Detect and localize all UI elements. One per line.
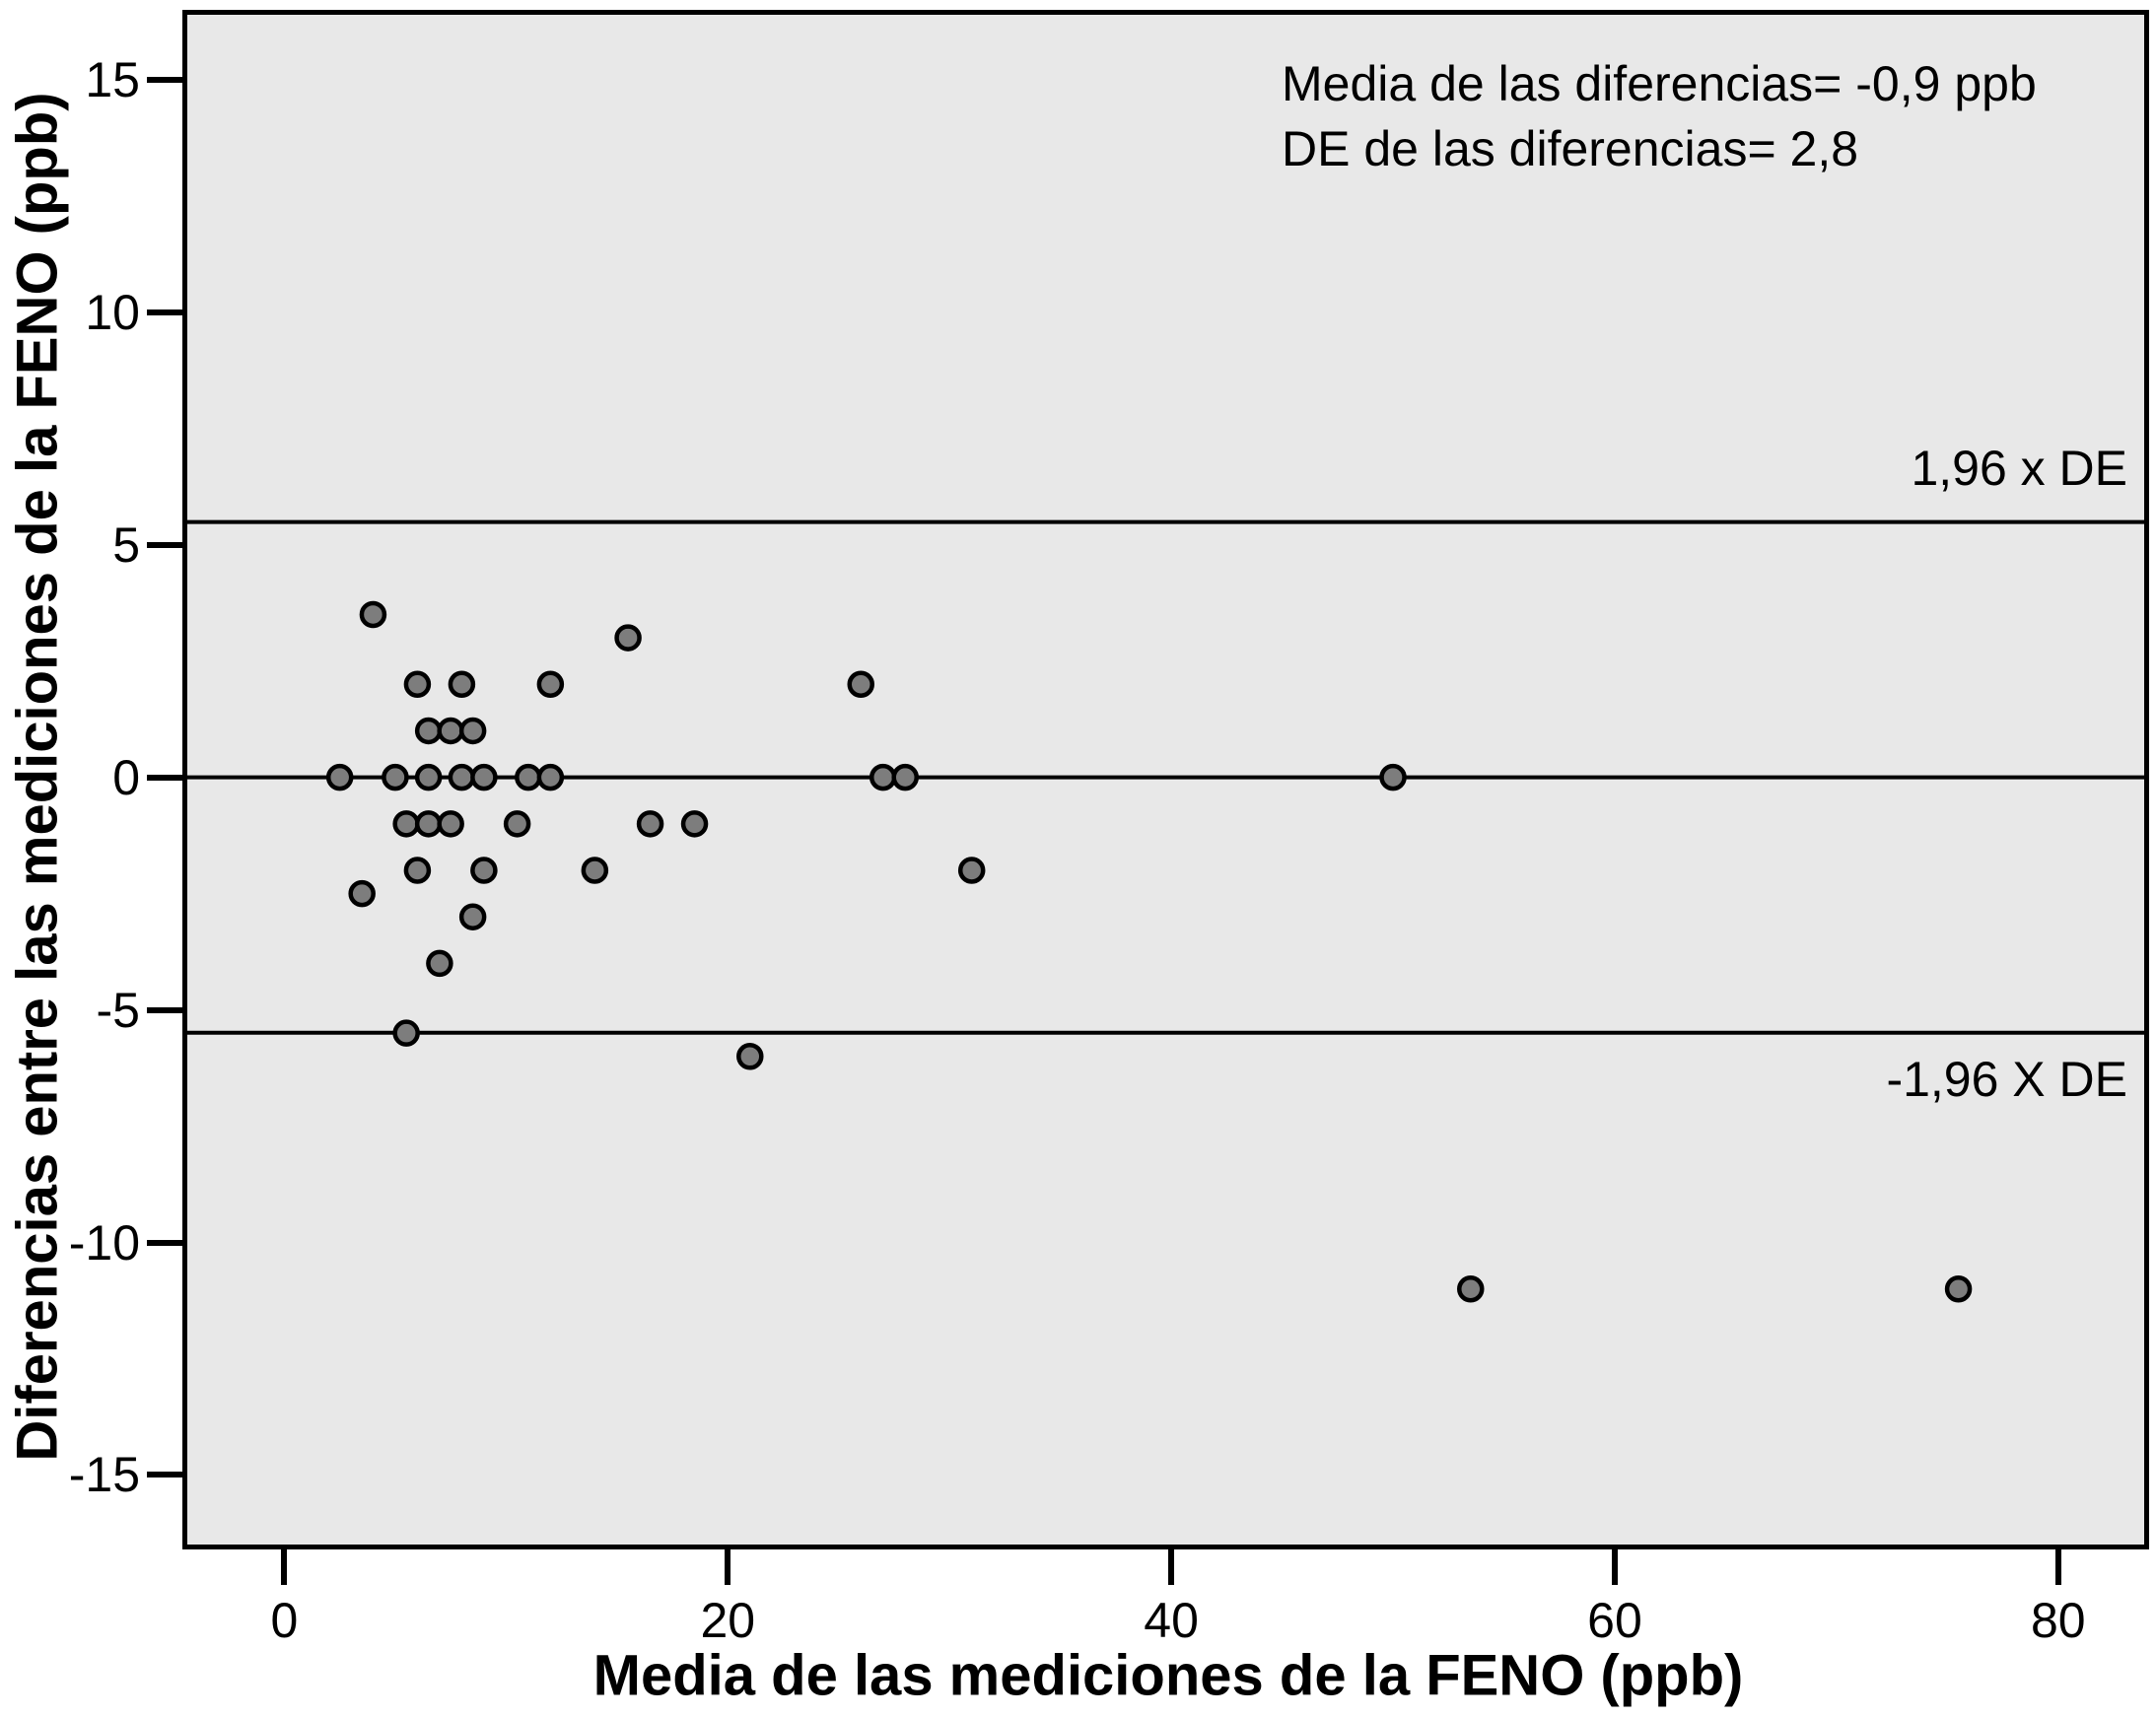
data-point bbox=[1944, 1274, 1973, 1303]
data-point bbox=[437, 717, 464, 745]
data-point bbox=[458, 903, 487, 930]
data-point bbox=[392, 810, 420, 838]
plot-background bbox=[182, 10, 2149, 1549]
data-point bbox=[470, 857, 498, 884]
data-point bbox=[414, 763, 443, 791]
data-point bbox=[359, 600, 387, 629]
y-tick bbox=[147, 1472, 182, 1478]
x-tick bbox=[725, 1549, 731, 1585]
y-tick-label: -10 bbox=[68, 1214, 140, 1271]
y-tick-label: -5 bbox=[96, 982, 140, 1038]
lower-loa-label: -1,96 X DE bbox=[1886, 1052, 2127, 1107]
x-tick-label: 0 bbox=[270, 1593, 299, 1648]
x-tick-label: 60 bbox=[1587, 1593, 1642, 1648]
data-point bbox=[581, 857, 609, 884]
data-point bbox=[736, 1043, 764, 1070]
x-tick bbox=[2054, 1549, 2061, 1585]
data-point bbox=[448, 763, 476, 791]
mean-difference-text: Media de las diferencias= -0,9 ppb bbox=[1282, 56, 2037, 111]
data-point bbox=[325, 763, 354, 791]
data-point bbox=[536, 763, 565, 791]
plot-area bbox=[182, 10, 2149, 1549]
data-point bbox=[403, 857, 432, 884]
x-tick-label: 80 bbox=[2030, 1593, 2086, 1648]
y-tick bbox=[147, 309, 182, 315]
data-point bbox=[392, 1019, 420, 1047]
x-tick bbox=[1168, 1549, 1175, 1585]
data-point bbox=[614, 624, 642, 652]
y-tick bbox=[147, 1006, 182, 1013]
y-tick-label: 5 bbox=[112, 516, 140, 573]
data-point bbox=[458, 717, 487, 745]
x-tick-label: 40 bbox=[1144, 1593, 1199, 1648]
data-point bbox=[680, 810, 709, 838]
y-tick-label: 15 bbox=[85, 51, 140, 107]
plot-border bbox=[182, 10, 2149, 1549]
data-point bbox=[869, 763, 897, 791]
x-tick bbox=[281, 1549, 288, 1585]
data-point bbox=[515, 763, 542, 791]
data-point bbox=[536, 670, 565, 699]
y-tick-label: -15 bbox=[68, 1447, 140, 1503]
data-point bbox=[348, 879, 376, 908]
y-tick-label: 0 bbox=[112, 749, 140, 805]
data-point bbox=[847, 670, 874, 699]
data-point bbox=[470, 763, 498, 791]
y-tick bbox=[147, 541, 182, 548]
data-point bbox=[503, 810, 531, 838]
data-point bbox=[448, 670, 476, 699]
data-point bbox=[1457, 1274, 1485, 1303]
sd-difference-text: DE de las diferencias= 2,8 bbox=[1282, 121, 1859, 176]
y-tick-label: 10 bbox=[85, 284, 140, 340]
data-point bbox=[382, 763, 409, 791]
x-axis-title: Media de las mediciones de la FENO (ppb) bbox=[592, 1643, 1744, 1708]
data-point bbox=[414, 717, 443, 745]
data-point bbox=[957, 857, 986, 884]
y-tick bbox=[147, 1239, 182, 1246]
x-tick bbox=[1611, 1549, 1618, 1585]
data-point bbox=[891, 763, 919, 791]
stats-annotation: Media de las diferencias= -0,9 ppb DE de… bbox=[1282, 51, 2037, 181]
data-point bbox=[403, 670, 432, 699]
x-tick-label: 20 bbox=[700, 1593, 756, 1648]
data-point bbox=[636, 810, 664, 838]
data-point bbox=[426, 949, 453, 978]
data-point bbox=[1379, 763, 1407, 791]
data-point bbox=[437, 810, 464, 838]
y-tick bbox=[147, 774, 182, 781]
upper-loa-label: 1,96 x DE bbox=[1911, 441, 2127, 496]
y-tick bbox=[147, 76, 182, 83]
data-point bbox=[414, 810, 443, 838]
